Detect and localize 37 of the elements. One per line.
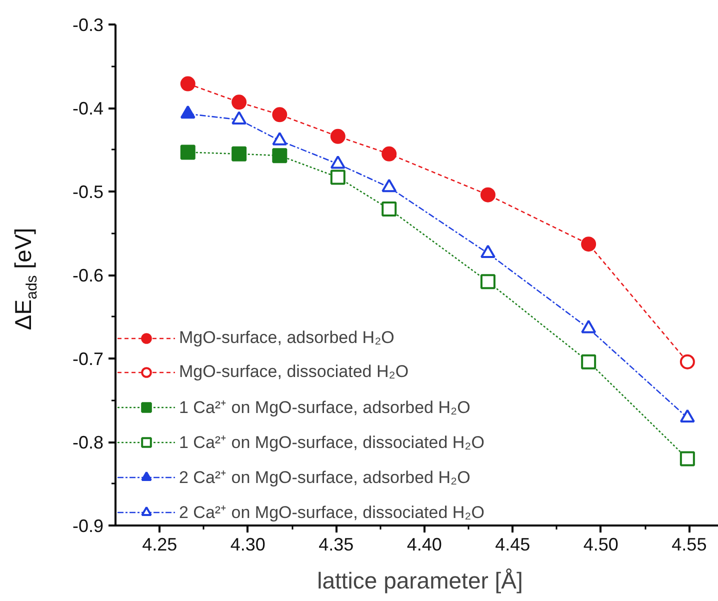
legend-label: 1 Ca²⁺ on MgO-surface, adsorbed H₂O [179, 397, 470, 418]
legend-label: 1 Ca²⁺ on MgO-surface, dissociated H₂O [179, 432, 484, 453]
point [480, 187, 496, 202]
point [272, 148, 288, 164]
y-tick-label: -0.3 [72, 15, 104, 35]
point [330, 128, 346, 144]
legend-label: MgO-surface, adsorbed H₂O [179, 328, 394, 348]
point [180, 144, 196, 160]
point [330, 170, 346, 185]
point [480, 274, 496, 290]
y-tick-label: -0.5 [72, 182, 104, 202]
point [232, 94, 247, 110]
point [232, 146, 247, 162]
y-tick-label: -0.4 [72, 98, 104, 118]
x-tick-label: 4.35 [318, 534, 354, 554]
x-tick-label: 4.30 [230, 534, 266, 554]
y-tick-label: -0.7 [72, 349, 104, 369]
point [382, 146, 397, 162]
point [680, 451, 695, 466]
legend-label: MgO-surface, dissociated H₂O [179, 362, 409, 382]
x-tick-label: 4.45 [495, 534, 530, 554]
x-tick-label: 4.50 [583, 534, 618, 554]
x-tick-label: 4.25 [142, 534, 178, 554]
point [581, 236, 596, 252]
x-tick-label: 4.40 [406, 534, 442, 554]
legend-label: 2 Ca²⁺ on MgO-surface, dissociated H₂O [179, 502, 484, 523]
x-tick-label: 4.55 [672, 534, 707, 554]
point [581, 354, 596, 370]
y-tick-label: -0.6 [72, 266, 104, 286]
point [180, 76, 196, 92]
point [382, 202, 397, 217]
x-axis-title: lattice parameter [Å] [317, 568, 523, 594]
y-tick-label: -0.8 [72, 432, 104, 452]
point [680, 354, 695, 370]
y-tick-label: -0.9 [72, 516, 104, 536]
legend-label: 2 Ca²⁺ on MgO-surface, adsorbed H₂O [179, 467, 470, 488]
point [272, 107, 288, 122]
